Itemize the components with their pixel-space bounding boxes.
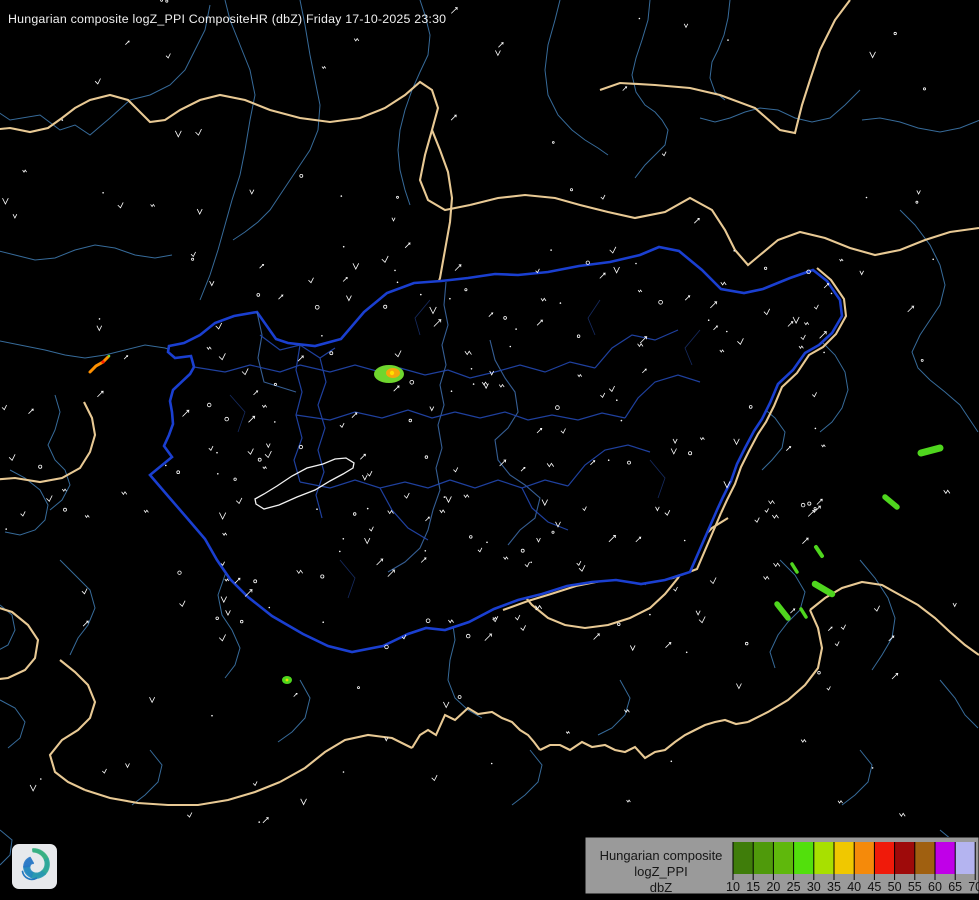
svg-text:20: 20: [766, 880, 780, 894]
svg-text:10: 10: [726, 880, 740, 894]
svg-text:dbZ: dbZ: [650, 880, 672, 894]
svg-text:60: 60: [928, 880, 942, 894]
svg-text:35: 35: [827, 880, 841, 894]
svg-text:Hungarian composite: Hungarian composite: [600, 848, 723, 863]
svg-text:70: 70: [968, 880, 979, 894]
svg-text:45: 45: [867, 880, 881, 894]
svg-text:65: 65: [948, 880, 962, 894]
svg-text:50: 50: [888, 880, 902, 894]
svg-text:55: 55: [908, 880, 922, 894]
svg-text:30: 30: [807, 880, 821, 894]
svg-text:15: 15: [746, 880, 760, 894]
svg-text:logZ_PPI: logZ_PPI: [634, 864, 687, 879]
svg-text:40: 40: [847, 880, 861, 894]
svg-text:25: 25: [787, 880, 801, 894]
